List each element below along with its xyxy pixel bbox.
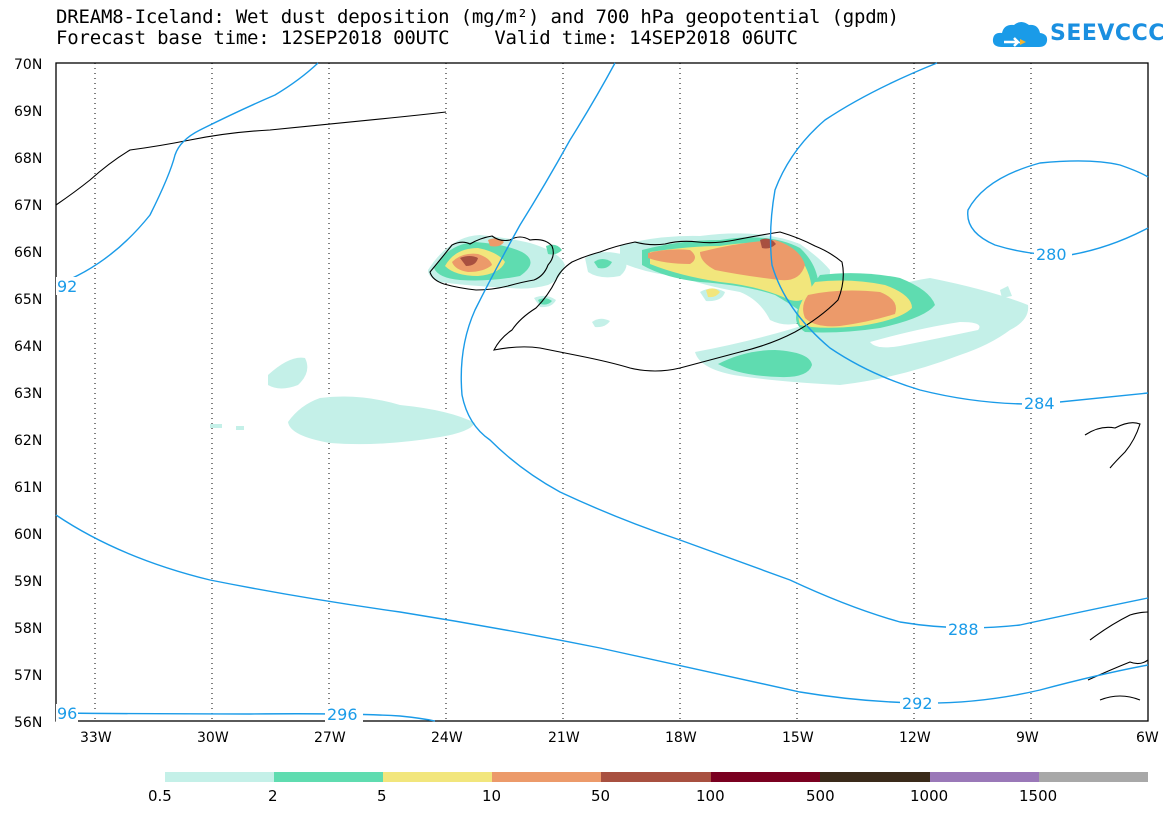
lon-label: 30W bbox=[197, 730, 229, 746]
legend-swatch bbox=[601, 772, 711, 782]
lon-label: 21W bbox=[548, 730, 580, 746]
contour-labels: 280 284 288 292 296 92 96 bbox=[56, 245, 1072, 724]
legend-label: 1000 bbox=[910, 787, 948, 805]
legend-label: 100 bbox=[696, 787, 725, 805]
legend-swatch bbox=[274, 772, 383, 782]
color-legend: 0.5 2 5 10 50 100 500 1000 1500 bbox=[148, 772, 1148, 805]
legend-label: 50 bbox=[591, 787, 610, 805]
contour-label-280: 280 bbox=[1036, 245, 1067, 264]
lat-label: 59N bbox=[14, 574, 42, 590]
contour-label-296: 296 bbox=[327, 705, 358, 724]
lat-label: 58N bbox=[14, 621, 42, 637]
legend-label: 2 bbox=[268, 787, 278, 805]
lat-label: 69N bbox=[14, 104, 42, 120]
lat-label: 57N bbox=[14, 668, 42, 684]
lat-label: 61N bbox=[14, 480, 42, 496]
lat-label: 56N bbox=[14, 715, 42, 731]
contour-label-92: 92 bbox=[57, 277, 77, 296]
dust-deposition-field bbox=[210, 233, 1029, 445]
seevccc-logo: SEEVCCC bbox=[1050, 21, 1165, 46]
legend-label: 10 bbox=[482, 787, 501, 805]
contour-label-288: 288 bbox=[948, 620, 979, 639]
lat-label: 64N bbox=[14, 339, 42, 355]
lat-label: 60N bbox=[14, 527, 42, 543]
latitude-labels: 70N 69N 68N 67N 66N 65N 64N 63N 62N 61N … bbox=[14, 57, 42, 731]
legend-swatch bbox=[383, 772, 492, 782]
cloud-icon bbox=[992, 22, 1048, 47]
legend-swatch bbox=[711, 772, 820, 782]
lat-label: 65N bbox=[14, 292, 42, 308]
legend-swatch bbox=[820, 772, 930, 782]
lat-label: 62N bbox=[14, 433, 42, 449]
legend-swatch bbox=[492, 772, 601, 782]
contour-label-292: 292 bbox=[902, 694, 933, 713]
legend-label: 500 bbox=[806, 787, 835, 805]
lat-label: 66N bbox=[14, 245, 42, 261]
legend-swatch bbox=[165, 772, 274, 782]
forecast-times: Forecast base time: 12SEP2018 00UTC Vali… bbox=[56, 27, 798, 49]
map-title: DREAM8-Iceland: Wet dust deposition (mg/… bbox=[56, 6, 899, 28]
map-frame bbox=[55, 62, 1149, 722]
legend-swatch bbox=[1039, 772, 1148, 782]
lat-label: 67N bbox=[14, 198, 42, 214]
lat-label: 63N bbox=[14, 386, 42, 402]
lon-label: 15W bbox=[782, 730, 814, 746]
lon-label: 27W bbox=[314, 730, 346, 746]
legend-label: 0.5 bbox=[148, 787, 172, 805]
legend-label: 1500 bbox=[1019, 787, 1057, 805]
lon-label: 6W bbox=[1136, 730, 1159, 746]
lat-label: 68N bbox=[14, 151, 42, 167]
lon-label: 33W bbox=[80, 730, 112, 746]
contour-label-96: 96 bbox=[57, 704, 77, 723]
lat-label: 70N bbox=[14, 57, 42, 73]
lon-label: 9W bbox=[1016, 730, 1039, 746]
contour-label-284: 284 bbox=[1024, 394, 1055, 413]
lon-label: 24W bbox=[431, 730, 463, 746]
longitude-labels: 33W 30W 27W 24W 21W 18W 15W 12W 9W 6W bbox=[80, 730, 1159, 746]
legend-swatch bbox=[930, 772, 1039, 782]
lon-label: 12W bbox=[899, 730, 931, 746]
legend-label: 5 bbox=[377, 787, 387, 805]
lon-label: 18W bbox=[665, 730, 697, 746]
